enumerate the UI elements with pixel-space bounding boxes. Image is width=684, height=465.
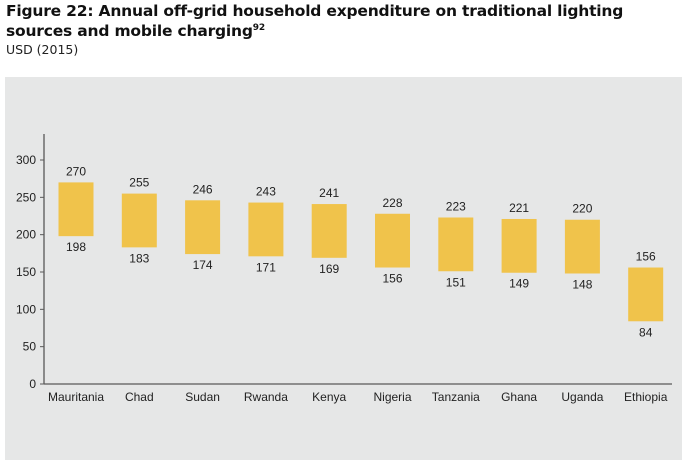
data-label-low: 84 [639, 325, 653, 339]
y-tick-label: 50 [23, 340, 37, 354]
range-bar [248, 202, 284, 257]
x-tick-label: Mauritania [48, 390, 104, 404]
data-label-low: 156 [382, 272, 402, 286]
x-tick-label: Tanzania [432, 390, 480, 404]
y-tick-label: 0 [29, 377, 36, 391]
data-label-high: 228 [382, 196, 402, 210]
data-label-low: 149 [509, 277, 529, 291]
range-bar [375, 213, 410, 268]
range-bar [564, 219, 600, 274]
data-label-high: 223 [446, 199, 466, 213]
data-label-low: 174 [193, 258, 213, 272]
data-label-high: 255 [129, 176, 149, 190]
data-label-low: 148 [572, 277, 592, 291]
range-bar [438, 217, 474, 272]
range-bar [311, 204, 347, 258]
y-tick-label: 100 [16, 302, 36, 316]
range-bar [501, 218, 537, 273]
data-label-low: 169 [319, 262, 339, 276]
data-label-low: 198 [66, 240, 86, 254]
data-label-high: 220 [572, 202, 592, 216]
x-tick-label: Ethiopia [624, 390, 668, 404]
range-bar [58, 182, 94, 237]
data-label-high: 156 [636, 250, 656, 264]
data-label-high: 270 [66, 164, 86, 178]
data-label-high: 221 [509, 201, 529, 215]
x-tick-label: Chad [125, 390, 154, 404]
y-tick-label: 250 [16, 190, 36, 204]
x-tick-label: Sudan [185, 390, 220, 404]
y-tick-label: 200 [16, 228, 36, 242]
x-tick-label: Uganda [561, 390, 603, 404]
footnote-marker: 92 [252, 22, 265, 33]
data-label-low: 171 [256, 260, 276, 274]
y-tick-label: 150 [16, 265, 36, 279]
range-bar [628, 267, 664, 322]
x-tick-label: Nigeria [373, 390, 411, 404]
data-label-high: 246 [193, 182, 213, 196]
chart-subtitle: USD (2015) [6, 42, 79, 57]
chart-title-text: Figure 22: Annual off-grid household exp… [6, 2, 624, 40]
data-label-high: 243 [256, 185, 276, 199]
x-tick-label: Rwanda [244, 390, 288, 404]
chart-title: Figure 22: Annual off-grid household exp… [6, 1, 684, 41]
x-tick-label: Kenya [312, 390, 346, 404]
data-label-low: 151 [446, 275, 466, 289]
x-tick-label: Ghana [501, 390, 537, 404]
range-bar [185, 200, 221, 255]
data-label-low: 183 [129, 251, 149, 265]
y-tick-label: 300 [16, 153, 36, 167]
range-bar [121, 193, 157, 248]
data-label-high: 241 [319, 186, 339, 200]
